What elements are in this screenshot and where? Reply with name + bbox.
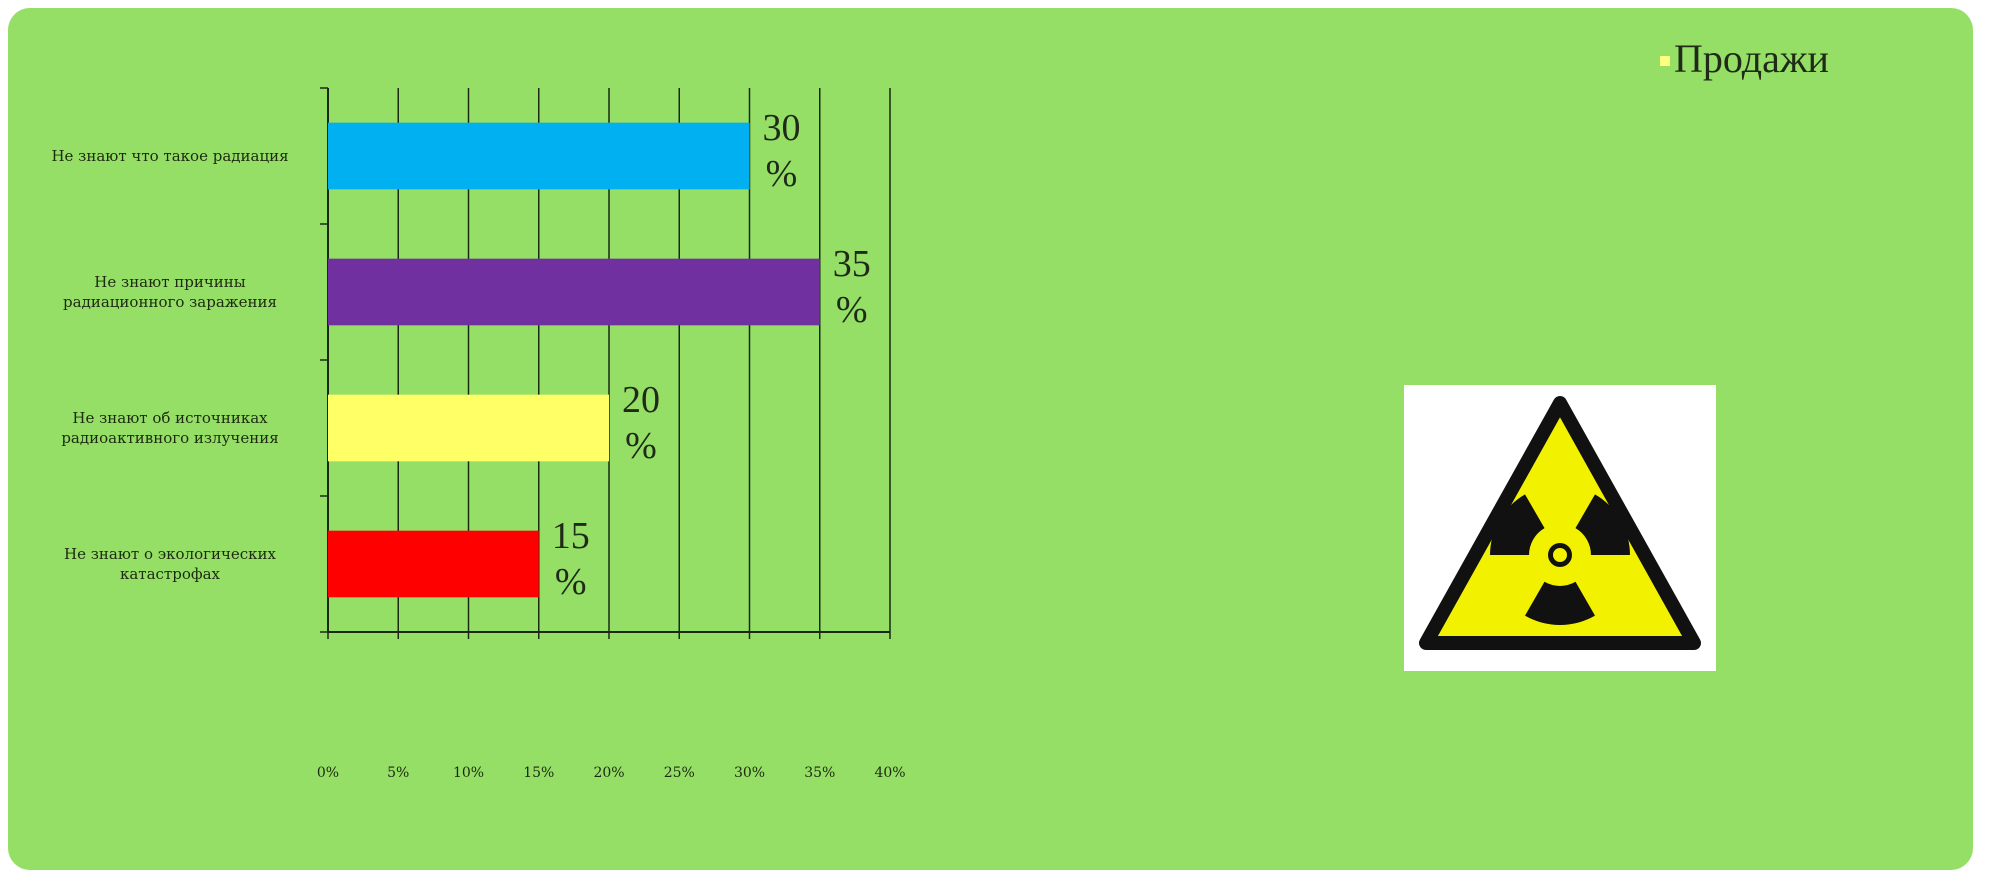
category-label: Не знают об источниках радиоактивного из… <box>61 409 279 447</box>
x-tick-label: 10% <box>452 765 485 781</box>
legend-label: Продажи <box>1674 36 1829 81</box>
data-label: 20 % <box>622 378 660 467</box>
x-tick-label: 35% <box>804 765 836 781</box>
radiation-warning-icon <box>1404 385 1716 671</box>
x-tick-label: 20% <box>593 765 625 781</box>
x-tick-label: 0% <box>316 765 340 781</box>
legend: Продажи <box>1660 35 1829 82</box>
data-label: 35 % <box>832 242 871 331</box>
x-tick-label: 40% <box>874 765 906 781</box>
x-tick-label: 5% <box>387 765 410 781</box>
legend-swatch <box>1660 55 1670 66</box>
bar <box>328 530 539 598</box>
category-label: Не знают что такое радиация <box>51 147 289 165</box>
bar <box>328 394 609 462</box>
x-tick-label: 30% <box>733 765 766 781</box>
x-tick-label: 15% <box>523 765 555 781</box>
data-label: 15 % <box>551 514 590 603</box>
category-label: Не знают о экологических катастрофах <box>63 545 277 583</box>
category-label: Не знают причины радиационного заражения <box>63 273 277 311</box>
x-tick-label: 25% <box>663 765 695 781</box>
bar <box>328 258 820 326</box>
data-label: 30 % <box>762 106 801 195</box>
bar <box>328 122 750 190</box>
